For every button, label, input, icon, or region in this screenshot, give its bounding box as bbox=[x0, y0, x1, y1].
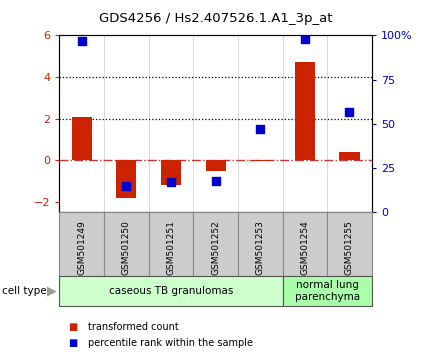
Bar bbox=[72, 116, 92, 160]
Text: GSM501253: GSM501253 bbox=[256, 220, 265, 275]
Bar bbox=[282, 212, 327, 276]
Point bbox=[257, 126, 264, 132]
Text: caseous TB granulomas: caseous TB granulomas bbox=[109, 286, 233, 296]
Bar bbox=[282, 276, 372, 306]
Point bbox=[168, 179, 175, 185]
Text: transformed count: transformed count bbox=[88, 322, 179, 332]
Text: cell type: cell type bbox=[2, 286, 47, 296]
Bar bbox=[59, 212, 104, 276]
Bar bbox=[250, 160, 270, 161]
Bar bbox=[161, 160, 181, 185]
Text: GSM501252: GSM501252 bbox=[211, 220, 220, 275]
Text: GSM501255: GSM501255 bbox=[345, 220, 354, 275]
Bar bbox=[59, 276, 282, 306]
Point bbox=[212, 178, 219, 183]
Bar bbox=[104, 212, 149, 276]
Text: ▶: ▶ bbox=[47, 285, 57, 298]
Bar bbox=[149, 212, 193, 276]
Bar bbox=[116, 160, 136, 198]
Text: GSM501254: GSM501254 bbox=[301, 220, 309, 275]
Text: ■: ■ bbox=[68, 322, 77, 332]
Text: GSM501249: GSM501249 bbox=[77, 220, 86, 275]
Point bbox=[123, 183, 130, 189]
Text: ■: ■ bbox=[68, 338, 77, 348]
Bar bbox=[238, 212, 282, 276]
Text: normal lung
parenchyma: normal lung parenchyma bbox=[295, 280, 360, 302]
Bar bbox=[205, 160, 226, 171]
Bar bbox=[193, 212, 238, 276]
Point bbox=[301, 36, 308, 42]
Bar bbox=[295, 62, 315, 160]
Point bbox=[78, 38, 85, 44]
Text: GDS4256 / Hs2.407526.1.A1_3p_at: GDS4256 / Hs2.407526.1.A1_3p_at bbox=[99, 12, 332, 25]
Point bbox=[346, 109, 353, 114]
Bar bbox=[327, 212, 372, 276]
Text: GSM501250: GSM501250 bbox=[122, 220, 131, 275]
Text: percentile rank within the sample: percentile rank within the sample bbox=[88, 338, 253, 348]
Text: GSM501251: GSM501251 bbox=[166, 220, 176, 275]
Bar bbox=[339, 152, 359, 160]
